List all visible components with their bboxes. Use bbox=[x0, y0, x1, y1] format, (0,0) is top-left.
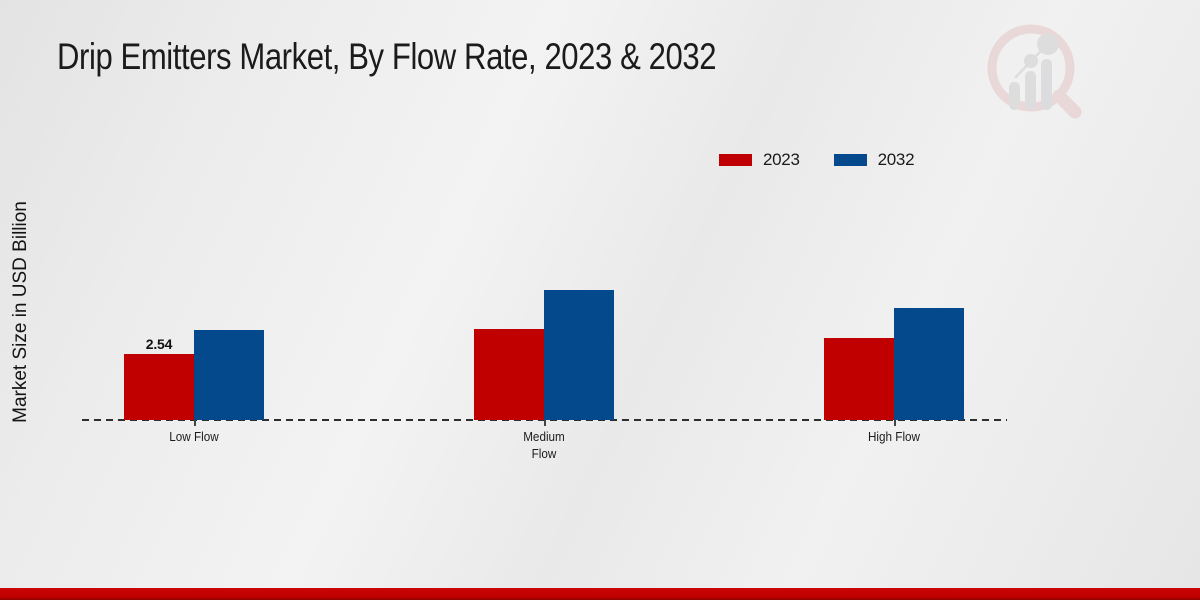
legend-swatch-2023 bbox=[719, 154, 752, 166]
magnifier-icon bbox=[987, 24, 1082, 119]
category-label-high-flow: High Flow bbox=[867, 429, 921, 444]
bar-chart-glyph bbox=[1009, 33, 1059, 110]
legend-label: 2023 bbox=[763, 150, 800, 169]
data-label-2023-low-flow: 2.54 bbox=[145, 335, 173, 352]
bar-2023-high-flow bbox=[824, 338, 894, 420]
footer-accent-bar bbox=[0, 588, 1200, 600]
bar-2032-high-flow bbox=[894, 308, 964, 420]
legend-item-2032: 2032 bbox=[833, 150, 915, 170]
legend-label: 2032 bbox=[877, 150, 915, 169]
category-label-low-flow: Low Flow bbox=[169, 429, 219, 444]
bar-2023-low-flow bbox=[124, 354, 194, 420]
category-label-medium-flow: Medium Flow bbox=[523, 429, 565, 461]
legend: 2023 2032 bbox=[719, 150, 915, 170]
bar-2032-low-flow bbox=[194, 330, 264, 420]
legend-swatch-2032 bbox=[833, 154, 867, 166]
bar-2032-medium-flow bbox=[544, 290, 614, 420]
market-research-future-logo-watermark bbox=[987, 24, 1082, 119]
x-axis-tick-high-flow bbox=[894, 420, 896, 426]
bar-2023-medium-flow bbox=[474, 329, 544, 420]
x-axis-tick-medium-flow bbox=[544, 420, 546, 426]
x-axis-tick-low-flow bbox=[194, 420, 196, 426]
legend-item-2023: 2023 bbox=[719, 150, 800, 170]
chart-title: Drip Emitters Market, By Flow Rate, 2023… bbox=[57, 36, 717, 77]
